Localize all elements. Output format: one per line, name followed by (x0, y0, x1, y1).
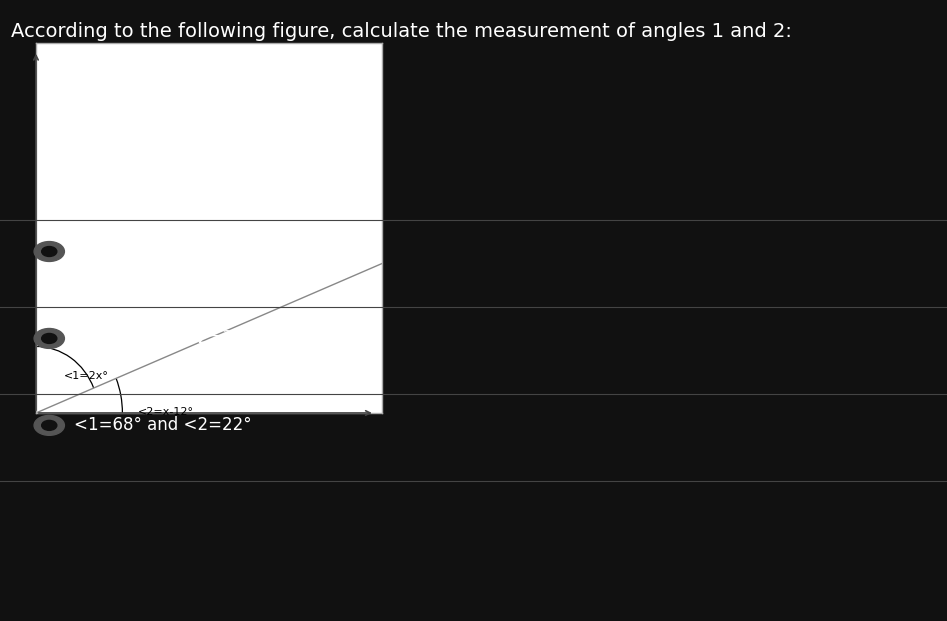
Text: <1=2x°: <1=2x° (64, 371, 109, 381)
Text: <1=52° and <2=38°: <1=52° and <2=38° (74, 330, 252, 347)
Text: According to the following figure, calculate the measurement of angles 1 and 2:: According to the following figure, calcu… (11, 22, 793, 41)
Text: <1=68° and <2=22°: <1=68° and <2=22° (74, 417, 252, 434)
Text: <1= 22° and <2= 68°: <1= 22° and <2= 68° (74, 243, 262, 260)
Text: <2=x-12°: <2=x-12° (137, 407, 194, 417)
